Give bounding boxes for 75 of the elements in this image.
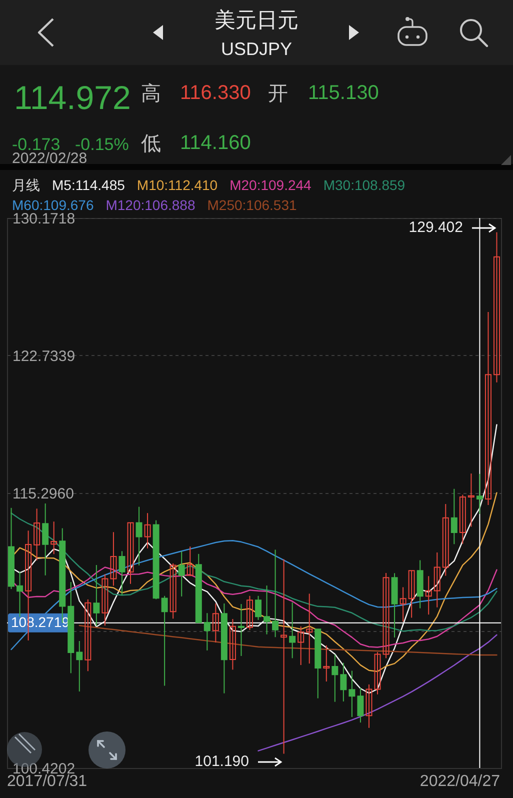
candlestick — [306, 593, 313, 664]
candlestick — [425, 576, 432, 616]
candlestick — [110, 532, 117, 586]
legend-title: 月线 — [12, 177, 40, 193]
text: M60:109.676 — [12, 197, 94, 213]
text: 114.972 — [14, 79, 131, 116]
candlestick — [186, 546, 194, 577]
text: 2022/04/27 — [420, 773, 500, 790]
text: 115.130 — [308, 82, 379, 104]
candlestick — [357, 687, 364, 724]
candlestick — [76, 640, 83, 692]
text: 低 — [141, 133, 161, 155]
text: M250:106.531 — [207, 197, 297, 213]
candlestick — [246, 595, 253, 630]
text: 116.330 — [180, 82, 251, 104]
candlestick — [468, 473, 474, 528]
line-series — [10, 540, 498, 650]
annotation: 129.402 — [408, 219, 463, 236]
line-series — [10, 512, 498, 632]
candlestick — [170, 562, 176, 620]
text: M30:108.859 — [323, 177, 406, 193]
candlestick — [212, 602, 219, 643]
y-tick-label: 130.1718 — [12, 210, 76, 228]
candlestick — [127, 522, 134, 584]
chart-title: 美元日元 — [214, 9, 298, 32]
candlestick — [289, 602, 296, 659]
candlestick — [348, 670, 356, 718]
y-tick-label: 122.7339 — [12, 348, 76, 365]
candlestick — [16, 570, 24, 618]
candlestick — [144, 512, 151, 549]
candlestick — [93, 564, 100, 626]
candlestick — [264, 585, 270, 635]
candlestick — [84, 598, 92, 672]
text: 开 — [268, 83, 288, 105]
candlestick — [450, 488, 458, 545]
candlestick — [34, 508, 40, 561]
candlestick — [434, 552, 440, 608]
text: M10:112.410 — [136, 177, 218, 193]
text: M5:114.485 — [52, 177, 125, 193]
candlestick — [118, 550, 126, 596]
candlestick — [42, 502, 49, 576]
candlestick — [298, 626, 304, 666]
candlestick — [442, 504, 449, 576]
candlestick — [493, 232, 500, 383]
candlestick — [476, 473, 483, 514]
candlestick — [50, 521, 58, 555]
y-tick-label: 115.2960 — [12, 486, 74, 502]
candlestick — [366, 684, 372, 728]
text: 高 — [141, 83, 161, 105]
candlestick — [340, 662, 347, 702]
candlestick — [136, 506, 142, 566]
annotation: 101.190 — [194, 753, 249, 770]
candlestick — [178, 550, 185, 597]
candlestick — [204, 612, 210, 651]
candlestick — [400, 586, 406, 622]
text: M20:109.244 — [230, 177, 312, 193]
candlestick — [323, 644, 330, 682]
candlestick — [102, 574, 108, 626]
candlestick — [459, 494, 466, 544]
candlestick — [408, 570, 415, 618]
candlestick — [272, 549, 279, 638]
candlestick — [280, 558, 288, 754]
candlestick — [374, 652, 381, 695]
line-series — [78, 624, 498, 656]
chart-subtitle: USDJPY — [220, 39, 292, 59]
candlestick — [238, 604, 244, 656]
line-series — [258, 634, 498, 752]
candlestick — [229, 618, 236, 670]
candlestick — [255, 595, 262, 620]
text: M120:106.888 — [106, 197, 196, 213]
candlestick — [382, 572, 390, 659]
candlestick — [161, 595, 168, 686]
text: 114.160 — [180, 132, 251, 154]
candlestick — [484, 311, 492, 506]
candlestick — [332, 654, 338, 702]
